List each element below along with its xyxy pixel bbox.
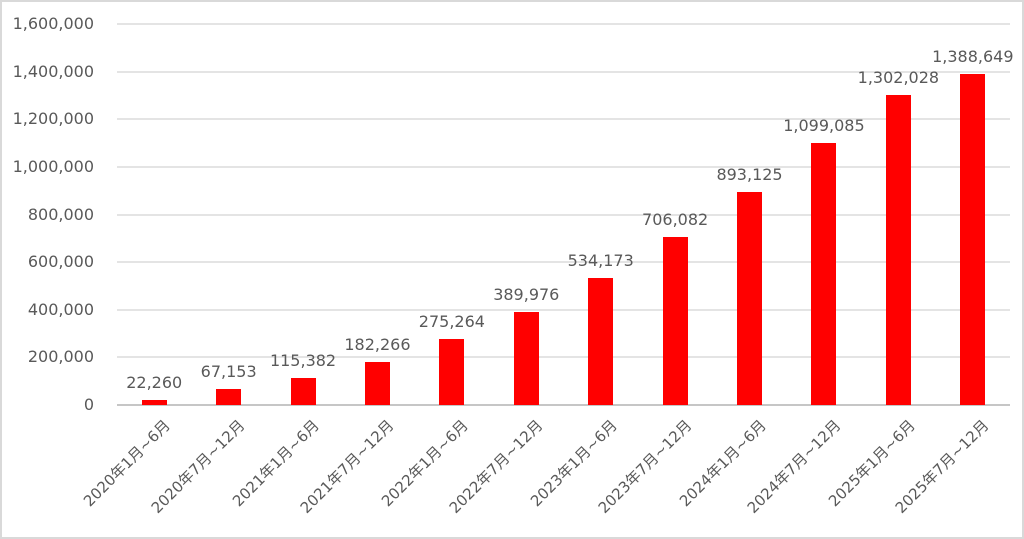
y-axis-tick-label: 200,000: [27, 347, 94, 367]
bar-value-label: 115,382: [269, 350, 337, 370]
bar-value-label: 22,260: [126, 372, 183, 392]
bar-5: [439, 339, 465, 405]
bar-4: [364, 361, 390, 405]
bar-11: [885, 94, 911, 405]
y-gridline: [117, 165, 1010, 168]
y-gridline: [117, 213, 1010, 216]
y-gridline: [117, 118, 1010, 121]
bar-3: [290, 377, 316, 405]
bar-value-label: 706,082: [642, 209, 709, 229]
bar-8: [662, 236, 688, 405]
bar-value-label: 1,302,028: [857, 67, 940, 87]
y-axis-tick-label: 800,000: [27, 204, 94, 224]
y-axis-tick-label: 1,400,000: [12, 61, 94, 81]
bar-value-label: 893,125: [716, 165, 783, 185]
y-gridline: [117, 261, 1010, 264]
y-axis-tick-label: 0: [83, 395, 94, 414]
y-axis-tick-label: 400,000: [27, 299, 94, 319]
bar-12: [960, 74, 986, 405]
y-axis-tick-label: 1,600,000: [12, 14, 94, 33]
x-axis-line: [117, 404, 1010, 406]
bar-10: [811, 143, 837, 405]
bar-7: [588, 277, 614, 405]
bar-6: [513, 312, 539, 405]
bar-1: [141, 399, 167, 405]
bar-value-label: 1,388,649: [932, 47, 1014, 67]
y-axis-tick-label: 1,200,000: [12, 109, 94, 129]
y-axis-tick-label: 1,000,000: [12, 156, 94, 176]
bar-value-label: 67,153: [200, 362, 257, 381]
bar-9: [737, 192, 763, 405]
bar-value-label: 182,266: [344, 334, 411, 354]
y-axis-tick-label: 600,000: [27, 252, 94, 272]
y-gridline: [117, 23, 1010, 25]
y-gridline: [117, 308, 1010, 311]
bar-value-label: 1,099,085: [783, 116, 865, 136]
bar-value-label: 534,173: [567, 250, 634, 270]
bar-value-label: 389,976: [493, 285, 560, 305]
bar-2: [216, 389, 242, 405]
y-gridline: [117, 70, 1010, 73]
y-gridline: [117, 356, 1010, 359]
bar-value-label: 275,264: [418, 312, 485, 332]
